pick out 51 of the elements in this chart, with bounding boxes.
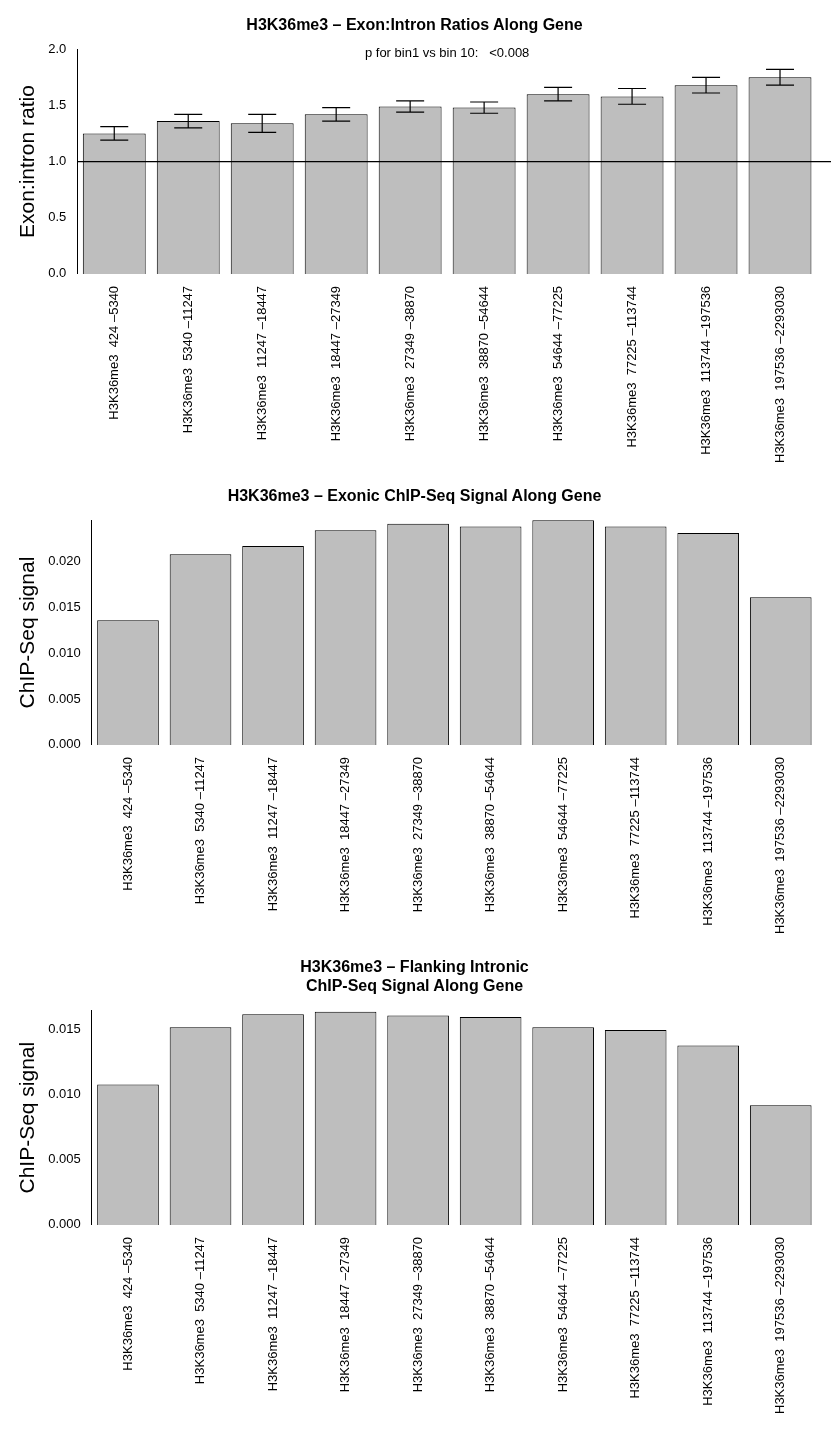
x-tick-label: H3K36me3 27349 –38870 [409,756,425,913]
x-tick-label: H3K36me3 27349 –38870 [409,1236,425,1393]
x-tick-label: H3K36me3 77225 –113744 [623,285,639,448]
x-tick-label: H3K36me3 424 –5340 [105,285,121,420]
x-tick-label: H3K36me3 197536 –2293030 [771,285,787,463]
y-tick-label: 0.005 [48,1151,81,1167]
x-tick-label: H3K36me3 5340 –11247 [192,1236,208,1385]
x-tick-label: H3K36me3 77225 –113744 [627,756,643,919]
y-tick-label: 2.0 [48,40,67,56]
x-tick-label: H3K36me3 11247 –18447 [264,756,280,912]
y-tick-label: 0.010 [48,1086,81,1102]
x-tick-label: H3K36me3 424 –5340 [119,1236,135,1371]
x-tick-label: H3K36me3 54644 –77225 [549,285,565,442]
y-tick-label: 0.020 [48,553,81,569]
x-tick-label: H3K36me3 38870 –54644 [482,756,498,913]
x-tick-label: H3K36me3 113744 –197536 [699,1236,715,1406]
x-tick-label: H3K36me3 54644 –77225 [554,1236,570,1393]
x-tick-label: H3K36me3 11247 –18447 [253,285,269,441]
chart-title: H3K36me3 – Exonic ChIP-Seq Signal Along Gene [227,487,602,505]
y-tick-label: 0.015 [48,598,81,614]
y-tick-label: 0.000 [48,736,81,752]
x-tick-label: H3K36me3 54644 –77225 [554,756,570,913]
x-tick-label: H3K36me3 5340 –11247 [179,285,195,434]
y-tick-label: 1.5 [48,96,67,112]
x-tick-label: H3K36me3 113744 –197536 [699,756,715,926]
y-tick-label: 0.000 [48,1216,81,1232]
y-tick-label: 1.0 [48,153,67,169]
x-tick-label: H3K36me3 424 –5340 [119,756,135,891]
annotation: p for bin1 vs bin 10: <0.008 [364,45,530,61]
y-tick-label: 0.5 [48,209,67,225]
x-tick-label: H3K36me3 38870 –54644 [482,1236,498,1393]
chart-title: H3K36me3 – Exon:Intron Ratios Along Gene [246,16,583,34]
x-tick-label: H3K36me3 197536 –2293030 [772,756,788,934]
y-tick-label: 0.010 [48,644,81,660]
x-tick-label: H3K36me3 27349 –38870 [401,285,417,442]
x-tick-label: H3K36me3 18447 –27349 [337,1236,353,1393]
x-tick-label: H3K36me3 18447 –27349 [337,756,353,913]
y-axis-title: ChIP-Seq signal [15,1041,39,1194]
x-tick-label: H3K36me3 11247 –18447 [264,1236,280,1392]
chart-title: H3K36me3 – Flanking Intronic ChIP-Seq Signal Along Gene [300,958,529,995]
y-axis-title: ChIP-Seq signal [15,556,39,709]
y-tick-label: 0.015 [48,1021,81,1037]
x-tick-label: H3K36me3 38870 –54644 [475,285,491,442]
x-tick-label: H3K36me3 5340 –11247 [192,756,208,905]
x-tick-label: H3K36me3 113744 –197536 [697,285,713,455]
y-axis-title: Exon:intron ratio [15,85,39,239]
x-tick-label: H3K36me3 77225 –113744 [627,1236,643,1399]
x-tick-label: H3K36me3 18447 –27349 [327,285,343,442]
y-tick-label: 0.0 [48,265,67,281]
y-tick-label: 0.005 [48,690,81,706]
x-tick-label: H3K36me3 197536 –2293030 [772,1236,788,1414]
